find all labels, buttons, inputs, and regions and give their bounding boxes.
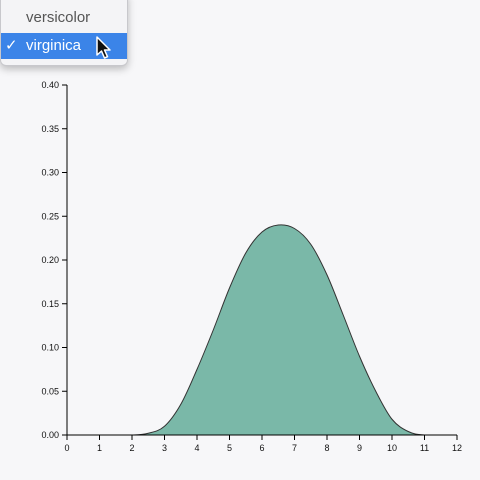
dropdown-option-label: versicolor: [26, 9, 91, 26]
y-tick-label: 0.20: [41, 255, 59, 265]
y-tick-label: 0.30: [41, 168, 59, 178]
y-tick-label: 0.05: [41, 386, 59, 396]
x-tick-label: 0: [64, 443, 69, 453]
x-tick-label: 9: [357, 443, 362, 453]
plot-area: 0 1 2 3 4 5 6 7 8 9 10 11 120.000.050.100.150.200.25…: [41, 80, 462, 453]
x-tick-label: 3: [162, 443, 167, 453]
dropdown-option-label: virginica: [26, 37, 82, 54]
arrow-pointer-icon: [96, 36, 111, 59]
y-tick-label: 0.00: [41, 430, 59, 440]
y-tick-label: 0.40: [41, 80, 59, 90]
x-tick-label: 12: [452, 443, 462, 453]
x-tick-label: 7: [292, 443, 297, 453]
x-tick-label: 11: [420, 443, 429, 453]
x-tick-label: 2: [129, 443, 134, 453]
x-tick-label: 1: [97, 443, 102, 453]
y-tick-label: 0.10: [41, 343, 59, 353]
x-tick-label: 6: [259, 443, 264, 453]
x-tick-label: 4: [194, 443, 199, 453]
density-curve: [67, 224, 457, 436]
x-tick-label: 5: [227, 443, 232, 453]
x-tick-label: 10: [387, 443, 397, 453]
dropdown-option-versicolor[interactable]: versicolor: [1, 5, 127, 31]
y-tick-label: 0.35: [41, 124, 59, 134]
x-tick-label: 8: [324, 443, 329, 453]
y-tick-label: 0.15: [41, 299, 59, 309]
density-area: [67, 224, 457, 435]
checkmark-icon: ✓: [5, 37, 18, 54]
y-tick-label: 0.25: [41, 211, 59, 221]
